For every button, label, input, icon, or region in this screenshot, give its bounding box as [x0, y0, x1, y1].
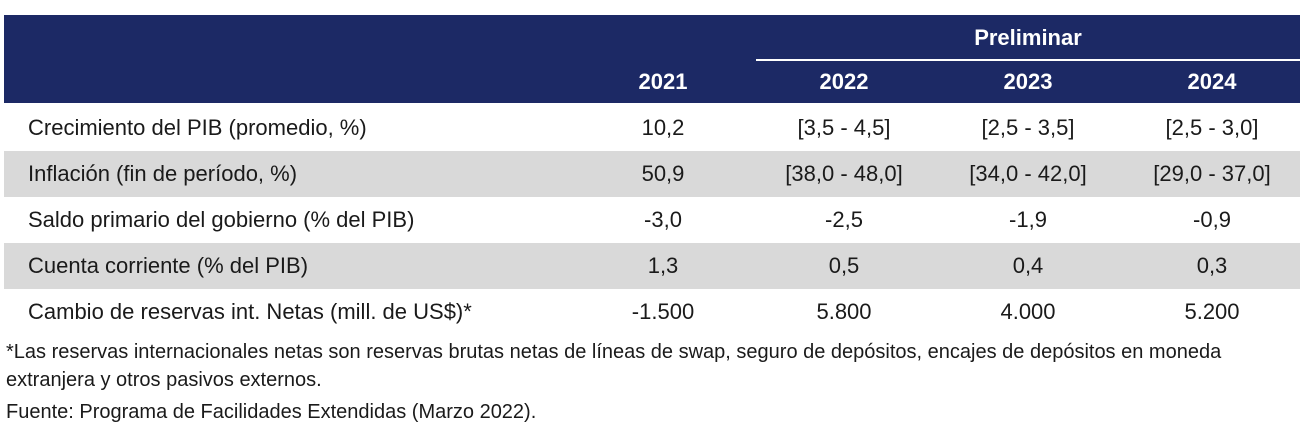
- row-label: Cuenta corriente (% del PIB): [28, 253, 309, 278]
- table-row: Cuenta corriente (% del PIB) 1,3 0,5 0,4…: [4, 243, 1300, 289]
- preliminar-group-label: Preliminar: [974, 25, 1082, 50]
- year-header-2022: 2022: [819, 69, 869, 94]
- row-value: 50,9: [641, 161, 685, 186]
- row-label: Saldo primario del gobierno (% del PIB): [28, 207, 415, 232]
- table-row: Saldo primario del gobierno (% del PIB) …: [4, 197, 1300, 243]
- table-row: Inflación (fin de período, %) 50,9 [38,0…: [4, 151, 1300, 197]
- row-value: [34,0 - 42,0]: [969, 161, 1087, 186]
- source-note: Fuente: Programa de Facilidades Extendid…: [6, 401, 537, 423]
- year-header-2023: 2023: [1003, 69, 1053, 94]
- table-row: Cambio de reservas int. Netas (mill. de …: [4, 289, 1300, 335]
- row-value: 1,3: [647, 253, 679, 278]
- table-row: Crecimiento del PIB (promedio, %) 10,2 […: [4, 105, 1300, 151]
- row-value: -2,5: [825, 207, 863, 232]
- row-value: 10,2: [641, 115, 685, 140]
- table-header: Preliminar 2021 2022 2023 2024: [4, 15, 1300, 103]
- row-value: 0,4: [1012, 253, 1044, 278]
- row-value: [2,5 - 3,5]: [981, 115, 1075, 140]
- row-value: [3,5 - 4,5]: [797, 115, 891, 140]
- row-value: 0,3: [1196, 253, 1228, 278]
- row-value: [29,0 - 37,0]: [1153, 161, 1271, 186]
- row-value: -1,9: [1009, 207, 1047, 232]
- row-value: [2,5 - 3,0]: [1165, 115, 1259, 140]
- row-value: 5.800: [816, 299, 872, 324]
- year-header-2021: 2021: [638, 69, 688, 94]
- row-value: 0,5: [828, 253, 860, 278]
- row-value: 4.000: [1000, 299, 1056, 324]
- row-label: Crecimiento del PIB (promedio, %): [28, 115, 367, 140]
- preliminar-divider: [756, 59, 1300, 61]
- year-header-2024: 2024: [1187, 69, 1237, 94]
- row-value: -1.500: [631, 299, 695, 324]
- row-label: Cambio de reservas int. Netas (mill. de …: [28, 299, 472, 324]
- footnote: *Las reservas internacionales netas son …: [6, 341, 1222, 391]
- row-value: [38,0 - 48,0]: [785, 161, 903, 186]
- row-value: -0,9: [1193, 207, 1231, 232]
- row-value: 5.200: [1184, 299, 1240, 324]
- row-value: -3,0: [644, 207, 682, 232]
- row-label: Inflación (fin de período, %): [28, 161, 298, 186]
